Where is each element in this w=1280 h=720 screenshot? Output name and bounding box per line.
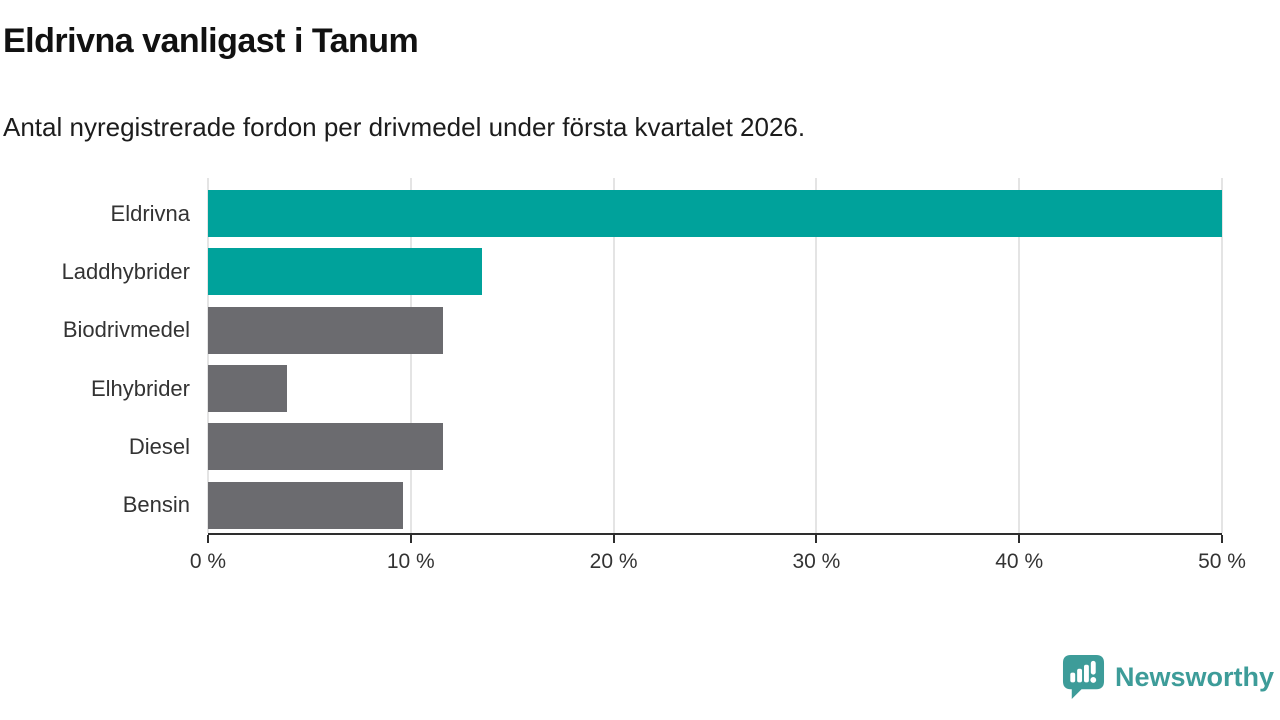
axis-tick [409, 535, 412, 543]
axis-tick [1221, 535, 1223, 543]
plot-area [207, 178, 1223, 535]
gridline [612, 178, 615, 533]
gridline [409, 178, 412, 533]
chart: 0 % 10 % 20 % 30 % 40 % 50 % Eldrivna Laddhybri… [0, 178, 1280, 598]
bar-diesel [208, 423, 444, 471]
bar-laddhybrider [208, 248, 482, 296]
gridline [815, 178, 818, 533]
gridline [207, 178, 209, 533]
axis-tick [207, 535, 209, 543]
bar-eldrivna [208, 190, 1222, 237]
axis-tick-label: 0 % [189, 550, 227, 573]
bar-elhybrider [208, 365, 288, 413]
axis-tick [1018, 535, 1021, 543]
chart-subtitle: Antal nyregistrerade fordon per drivmede… [3, 112, 806, 142]
axis-tick [612, 535, 615, 543]
bar-bensin [208, 481, 403, 529]
axis-tick-label: 10 % [386, 550, 435, 573]
category-label: Laddhybrider [61, 258, 190, 284]
chart-title: Eldrivna vanligast i Tanum [3, 22, 419, 60]
category-label: Biodrivmedel [62, 317, 190, 343]
gridline [1221, 178, 1223, 533]
category-label: Bensin [122, 492, 190, 518]
gridline [1018, 178, 1021, 533]
axis-tick [815, 535, 818, 543]
category-label: Diesel [128, 433, 190, 459]
axis-tick-label: 20 % [589, 550, 638, 573]
bar-biodrivmedel [208, 306, 444, 354]
newsworthy-logo: Newsworthy [1062, 654, 1274, 701]
axis-tick-label: 50 % [1198, 550, 1246, 573]
axis-tick-label: 40 % [995, 550, 1044, 573]
category-label: Eldrivna [110, 200, 190, 226]
category-label: Elhybrider [90, 375, 190, 401]
axis-tick-label: 30 % [792, 550, 841, 573]
newsworthy-brand-text: Newsworthy [1114, 662, 1274, 692]
newsworthy-logo-icon [1062, 654, 1105, 701]
